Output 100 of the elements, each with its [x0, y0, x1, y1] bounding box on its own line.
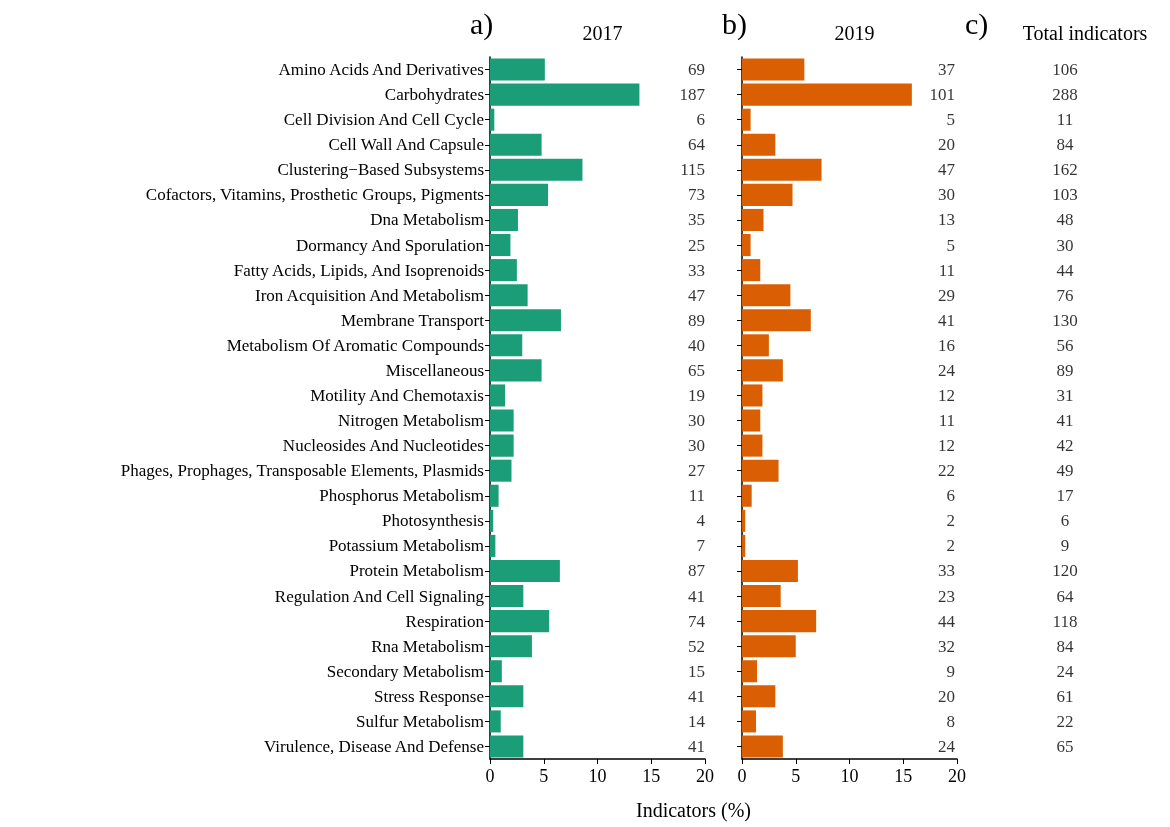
data-label: 2 — [946, 511, 955, 531]
data-label: 162 — [1052, 160, 1078, 180]
bar — [490, 534, 496, 557]
data-label: 2 — [946, 536, 955, 556]
data-label: 76 — [1056, 285, 1074, 305]
bar — [742, 384, 763, 407]
bar — [490, 58, 545, 81]
y-tick-label: Nucleosides And Nucleotides — [282, 436, 484, 456]
data-label: 44 — [938, 611, 956, 631]
bar — [742, 133, 776, 156]
y-tick-label: Dna Metabolism — [370, 210, 484, 230]
data-label: 187 — [679, 85, 706, 105]
data-label: 41 — [938, 310, 955, 330]
data-label: 6 — [946, 486, 955, 506]
data-label: 9 — [946, 661, 955, 681]
bar — [490, 710, 501, 733]
bar — [742, 434, 763, 457]
data-label: 42 — [1056, 436, 1074, 456]
data-label: 30 — [1056, 235, 1074, 255]
data-label: 12 — [938, 385, 955, 405]
data-label: 65 — [1056, 736, 1074, 756]
data-label: 9 — [1060, 536, 1070, 556]
y-tick-label: Regulation And Cell Signaling — [274, 586, 485, 606]
data-label: 47 — [938, 160, 956, 180]
y-tick-label: Sulfur Metabolism — [356, 711, 484, 731]
data-label: 32 — [938, 636, 955, 656]
data-label: 5 — [946, 235, 955, 255]
bar — [742, 660, 758, 683]
y-tick-label: Stress Response — [373, 686, 484, 706]
bar — [742, 459, 779, 482]
bar — [490, 409, 514, 432]
y-tick-label: Membrane Transport — [340, 310, 485, 330]
data-label: 73 — [688, 185, 705, 205]
bar — [490, 459, 512, 482]
data-label: 89 — [1056, 360, 1074, 380]
bar — [742, 534, 746, 557]
y-tick-label: Amino Acids And Derivatives — [278, 60, 484, 80]
y-tick-label: Virulence, Disease And Defense — [264, 736, 484, 756]
bar — [490, 735, 524, 758]
data-label: 6 — [1060, 511, 1070, 531]
data-label: 47 — [688, 285, 706, 305]
data-label: 24 — [938, 360, 956, 380]
bar — [742, 108, 751, 131]
bar — [742, 359, 783, 382]
bar — [490, 259, 517, 282]
data-label: 30 — [688, 411, 705, 431]
x-tick-label: 15 — [894, 766, 913, 786]
y-tick-label: Miscellaneous — [385, 360, 484, 380]
data-label: 115 — [680, 160, 705, 180]
text: a) — [470, 6, 494, 41]
data-label: 41 — [688, 736, 705, 756]
bar — [742, 334, 769, 357]
x-tick-label: 5 — [791, 766, 801, 786]
data-label: 24 — [938, 736, 956, 756]
data-label: 89 — [688, 310, 705, 330]
data-label: 29 — [938, 285, 955, 305]
bar — [490, 484, 499, 507]
data-label: 25 — [688, 235, 705, 255]
bar — [490, 509, 494, 532]
bar — [490, 183, 549, 206]
bar — [490, 685, 524, 708]
bar — [742, 309, 811, 332]
data-label: 30 — [938, 185, 955, 205]
bar — [742, 610, 817, 633]
x-tick-label: 0 — [485, 766, 495, 786]
data-label: 74 — [688, 611, 706, 631]
data-label: 44 — [1056, 260, 1074, 280]
y-tick-label: Rna Metabolism — [371, 636, 484, 656]
bar — [742, 284, 791, 307]
data-label: 37 — [938, 60, 956, 80]
y-tick-label: Respiration — [405, 611, 485, 631]
y-tick-label: Protein Metabolism — [349, 561, 484, 581]
y-tick-label: Motility And Chemotaxis — [310, 385, 484, 405]
bar — [490, 660, 502, 683]
data-label: 6 — [696, 110, 705, 130]
bar — [490, 108, 495, 131]
data-label: 27 — [688, 461, 706, 481]
data-label: 23 — [938, 586, 955, 606]
bar — [490, 635, 532, 658]
bar — [742, 83, 912, 106]
y-tick-label: Phosphorus Metabolism — [319, 486, 484, 506]
y-tick-label: Cell Wall And Capsule — [328, 135, 484, 155]
bar — [742, 259, 761, 282]
data-label: 14 — [688, 711, 706, 731]
bar — [490, 309, 561, 332]
x-axis-title: Indicators (%) — [636, 799, 751, 822]
y-tick-label: Nitrogen Metabolism — [338, 411, 484, 431]
bar — [742, 635, 796, 658]
y-tick-label: Phages, Prophages, Transposable Elements, Plasmids — [120, 461, 484, 481]
bar — [742, 409, 761, 432]
bar — [490, 83, 640, 106]
data-label: 56 — [1056, 335, 1074, 355]
x-tick-label: 20 — [696, 766, 714, 786]
y-tick-label: Cell Division And Cell Cycle — [283, 110, 484, 130]
data-label: 106 — [1052, 60, 1078, 80]
bar — [490, 559, 560, 582]
text: b) — [722, 6, 747, 41]
data-label: 19 — [688, 385, 705, 405]
data-label: 87 — [688, 561, 706, 581]
x-tick-label: 10 — [840, 766, 859, 786]
